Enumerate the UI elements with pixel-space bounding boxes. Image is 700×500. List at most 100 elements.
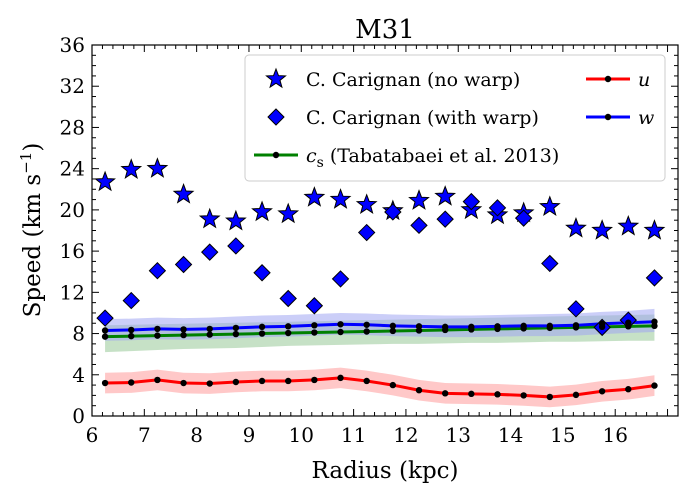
- series-3-point: [232, 378, 240, 386]
- series-3-line: [105, 376, 655, 399]
- y-tick-label: 24: [60, 157, 85, 181]
- legend-entry-3-label: u: [638, 69, 650, 91]
- x-tick-label: 7: [138, 423, 151, 447]
- legend-entry-0-handle: [265, 67, 287, 89]
- series-0-point: [120, 158, 143, 179]
- series-0-point: [225, 209, 247, 231]
- y-axis-title-main: Speed (km s: [20, 174, 46, 318]
- series-4-point: [441, 323, 449, 331]
- series-4-point: [337, 321, 344, 328]
- legend-entry-1-label: C. Carignan (with warp): [306, 107, 539, 129]
- legend: C. Carignan (no warp) C. Carignan (with w…: [244, 54, 666, 182]
- series-1-point: [174, 255, 193, 274]
- y-tick-label: 8: [72, 322, 85, 346]
- x-axis-title: Radius (kpc): [311, 458, 458, 484]
- series-1-point: [514, 209, 533, 227]
- series-2-point: [363, 328, 370, 335]
- y-axis-title-close: ): [20, 143, 46, 152]
- series-1-point: [279, 289, 297, 308]
- legend-entry-3-handle-dot: [604, 75, 612, 83]
- series-3-point: [154, 376, 161, 384]
- series-3-point: [128, 379, 135, 386]
- series-3-point: [468, 390, 475, 398]
- x-tick-label: 6: [86, 423, 99, 447]
- series-0-point: [565, 217, 587, 238]
- series-3-point: [415, 387, 423, 394]
- series-4-point: [311, 322, 318, 329]
- series-0-point: [146, 157, 169, 178]
- series-2-point: [285, 329, 292, 337]
- series-2-point: [101, 333, 109, 340]
- series-1-point: [384, 203, 402, 221]
- series-2-point: [232, 330, 240, 338]
- y-tick-label: 4: [72, 363, 85, 387]
- series-4-point: [468, 323, 475, 331]
- series-0-point: [617, 214, 640, 236]
- series-1-point: [567, 300, 585, 318]
- series-lines: [105, 320, 655, 399]
- y-tick-label: 12: [60, 280, 85, 304]
- y-axis-title-sup: −1: [17, 152, 35, 174]
- series-3-point: [494, 391, 501, 398]
- series-0-point: [408, 189, 430, 210]
- series-markers: [94, 157, 666, 401]
- series-3-point: [441, 390, 449, 397]
- y-tick-label: 0: [72, 404, 85, 428]
- x-tick-label: 13: [446, 423, 471, 447]
- series-3-point: [363, 377, 370, 385]
- uncertainty-bands: [105, 308, 655, 408]
- series-1-point: [645, 269, 664, 287]
- series-3-point: [572, 391, 580, 399]
- series-3-band: [105, 367, 655, 408]
- series-0-point: [643, 219, 666, 240]
- series-3-point: [101, 379, 109, 387]
- series-4-point: [258, 323, 266, 331]
- series-1-point: [305, 297, 324, 315]
- series-4-point: [128, 326, 135, 334]
- x-tick-label: 16: [602, 423, 627, 447]
- series-3-point: [625, 386, 632, 393]
- series-2-point: [180, 331, 187, 339]
- series-0-point: [538, 195, 561, 217]
- series-3-point: [546, 393, 554, 401]
- series-2-point: [389, 327, 397, 335]
- series-3-point: [311, 376, 318, 384]
- series-1-point: [541, 254, 559, 273]
- series-1-point: [488, 199, 507, 217]
- series-3-point: [651, 382, 658, 389]
- series-1-point: [436, 210, 454, 228]
- series-3-point: [285, 377, 292, 385]
- series-1-point: [462, 192, 481, 211]
- series-2-point: [154, 332, 161, 339]
- y-tick-label: 32: [60, 74, 85, 98]
- series-0-point: [277, 202, 300, 224]
- x-tick-label: 14: [498, 423, 523, 447]
- x-tick-label: 12: [393, 423, 418, 447]
- series-4-point: [415, 323, 423, 330]
- legend-entry-4-handle-dot: [604, 113, 612, 121]
- x-tick-label: 11: [341, 423, 366, 447]
- series-4-point: [285, 323, 292, 330]
- chart-title: M31: [355, 15, 415, 45]
- series-4-point: [206, 325, 213, 333]
- legend-entry-4-label: w: [638, 107, 654, 129]
- series-3-point: [206, 380, 213, 387]
- legend-entry-1-handle: [267, 108, 285, 126]
- series-1-point: [227, 237, 245, 255]
- series-0-point: [329, 188, 352, 209]
- series-1-point: [410, 216, 428, 235]
- series-4-point: [598, 320, 606, 327]
- x-tick-label: 10: [289, 423, 314, 447]
- legend-entry-2-label: cs (Tabatabaei et al. 2013): [306, 145, 559, 171]
- series-4-point: [625, 319, 632, 326]
- legend-box: [244, 54, 666, 182]
- x-tick-label: 9: [243, 423, 256, 447]
- series-4-point: [389, 322, 397, 330]
- series-2-point: [128, 332, 135, 340]
- series-4-point: [572, 322, 580, 329]
- x-tick-label: 8: [190, 423, 203, 447]
- series-4-point: [180, 326, 187, 333]
- series-4-line: [105, 320, 655, 332]
- y-tick-label: 20: [60, 198, 85, 222]
